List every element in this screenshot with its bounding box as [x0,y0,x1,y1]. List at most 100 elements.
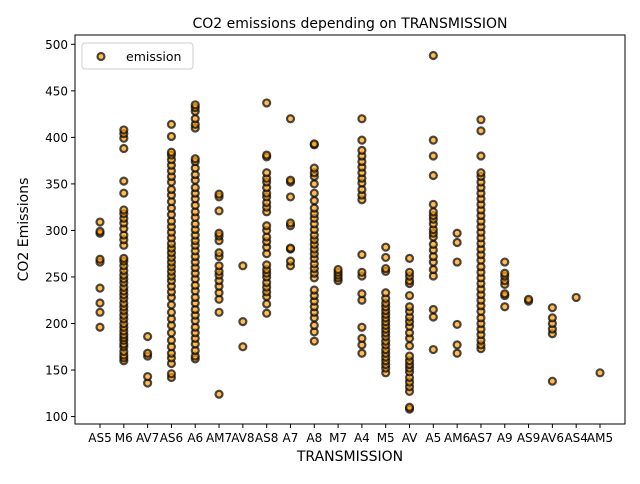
data-point [214,307,224,317]
data-point [357,114,367,124]
data-point [357,250,367,260]
data-point [166,335,177,345]
data-point [95,217,105,227]
x-tick-label: A6 [187,431,203,445]
data-point [500,302,510,312]
data-point [285,114,296,124]
data-point [285,243,296,253]
data-point [262,168,272,178]
data-point [500,257,510,267]
data-point [119,188,129,198]
x-tick-label: AS5 [88,431,111,445]
x-tick-label: AV6 [541,431,564,445]
data-point [357,267,367,277]
data-point [428,199,438,209]
data-point [262,150,272,160]
data-point [452,348,462,358]
data-point [190,183,200,193]
data-point [309,336,319,346]
x-tick-label: A4 [354,431,370,445]
data-point [166,307,177,317]
x-tick-label: AM5 [587,431,613,445]
legend: emission [81,42,194,70]
data-point [214,206,224,216]
data-point [214,189,224,199]
data-point [309,285,319,295]
data-point [166,131,177,142]
data-point [119,176,129,186]
y-tick-label: 250 [45,270,68,284]
y-tick-label: 350 [45,177,68,191]
data-point [95,283,105,293]
data-point [166,119,177,129]
x-tick-label: M6 [115,431,133,445]
data-point [404,341,415,351]
data-point [333,264,343,275]
data-point [119,143,129,154]
data-point [452,228,462,238]
data-point [262,98,272,108]
data-point [190,114,200,124]
data-point [357,333,367,343]
x-tick-label: AS9 [517,431,540,445]
y-tick-label: 300 [45,224,68,238]
data-point [357,135,367,145]
data-point [428,239,438,249]
x-tick-label: A5 [425,431,441,445]
data-point [309,320,319,330]
x-tick-label: AM7 [206,431,232,445]
data-point [404,290,415,301]
legend-marker-icon [96,51,106,62]
data-point [262,308,272,318]
data-point [500,289,510,299]
data-point [143,371,153,382]
y-tick-label: 450 [45,84,68,98]
x-tick-label: A7 [283,431,299,445]
y-axis-label: CO2 Emissions [16,178,32,282]
data-point [428,151,438,161]
y-axis: 100 150 200 250 300 350 400 450 500 [45,38,75,424]
data-point [357,145,367,155]
data-point [404,302,415,312]
y-tick-label: 200 [45,317,68,331]
data-point [595,368,605,378]
data-point [428,207,438,217]
y-tick-label: 400 [45,131,68,145]
data-point [119,205,129,215]
data-point [404,351,415,361]
x-axis-label: TRANSMISSION [296,449,403,465]
x-tick-label: AV8 [231,431,254,445]
data-point [428,264,438,275]
data-point [143,331,153,342]
data-point [166,369,177,379]
data-point [428,312,438,322]
data-point [95,226,105,236]
data-point [166,328,177,338]
data-point [285,218,296,228]
data-point [476,168,486,178]
data-point [452,237,462,248]
data-point [190,154,200,164]
x-tick-label: AM6 [444,431,470,445]
data-point [476,115,486,125]
data-point [166,184,177,195]
data-point [547,303,557,313]
data-point [428,304,438,315]
plot-frame [74,34,626,425]
data-point [428,344,438,355]
data-point [452,257,462,267]
data-point [309,196,319,206]
data-point [309,163,319,173]
x-tick-label: AS6 [160,431,183,445]
data-point [238,317,248,327]
data-point [357,322,367,332]
y-tick-label: 500 [45,38,68,52]
data-point [428,135,438,145]
data-point [166,300,177,310]
data-point [428,170,438,181]
data-point [238,342,248,352]
x-tick-label: AS7 [469,431,492,445]
x-tick-label: AS4 [564,431,587,445]
data-point [381,288,391,298]
